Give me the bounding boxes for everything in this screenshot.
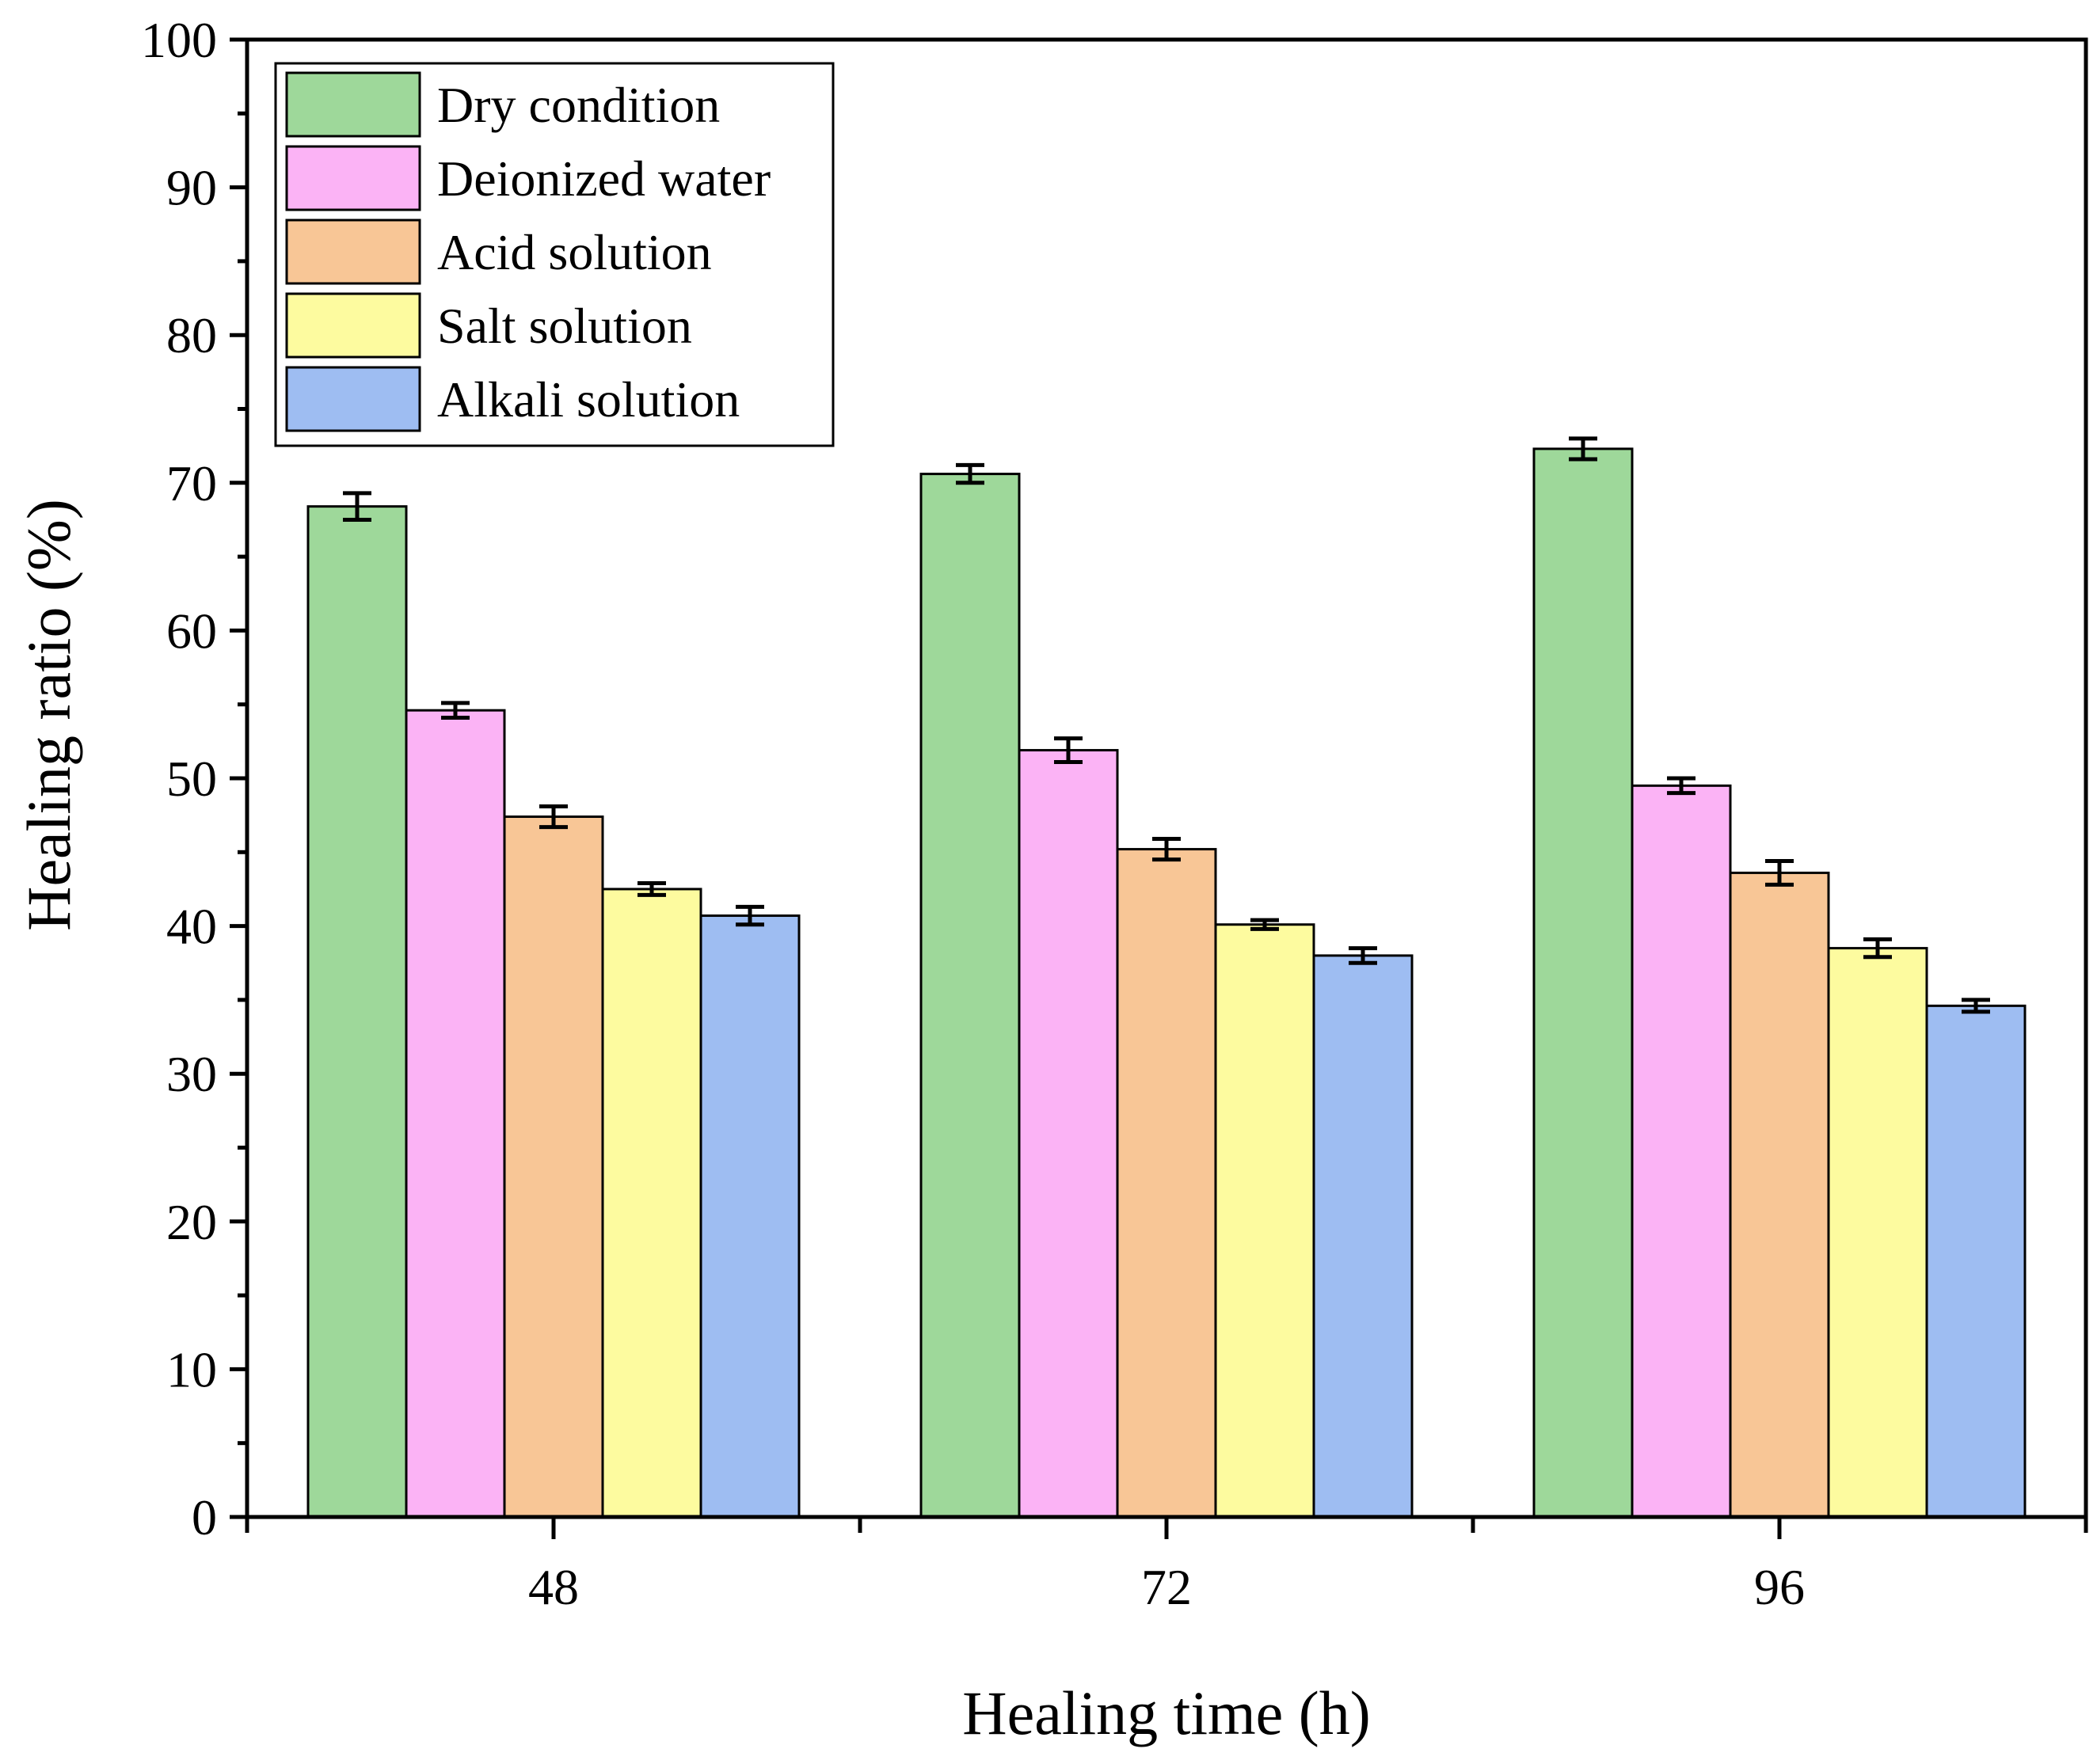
y-tick-label: 50 xyxy=(166,751,217,807)
y-axis-title: Healing ratio (%) xyxy=(14,499,83,931)
legend: Dry condition Deionized water Acid solutio… xyxy=(274,62,835,447)
legend-item-alkali-solution: Alkali solution xyxy=(285,366,740,432)
x-tick-label: 48 xyxy=(528,1559,579,1615)
legend-label: Deionized water xyxy=(437,150,771,207)
bar-alkali-solution-96 xyxy=(1925,1004,2027,1519)
error-bar-alkali-solution-72 xyxy=(1349,946,1377,965)
error-bar-dry-condition-96 xyxy=(1569,436,1597,462)
legend-item-dry-condition: Dry condition xyxy=(285,71,720,138)
bar-dry-condition-96 xyxy=(1532,447,1634,1519)
y-tick-label: 80 xyxy=(166,307,217,363)
x-axis-title: Healing time (h) xyxy=(962,1678,1371,1747)
bar-dry-condition-72 xyxy=(919,473,1021,1519)
y-tick-label: 90 xyxy=(166,160,217,216)
y-tick-label: 40 xyxy=(166,899,217,955)
error-bar-deionized-water-96 xyxy=(1667,776,1695,796)
error-bars-layer xyxy=(343,436,1990,1014)
x-tick-label: 72 xyxy=(1141,1559,1192,1615)
y-tick-label: 20 xyxy=(166,1194,217,1250)
legend-label: Dry condition xyxy=(437,77,720,133)
error-bar-acid-solution-72 xyxy=(1152,837,1181,862)
error-bar-deionized-water-72 xyxy=(1054,736,1083,764)
y-tick-label: 60 xyxy=(166,603,217,659)
legend-item-acid-solution: Acid solution xyxy=(285,219,712,285)
axes-layer: 0 10 20 30 40 50 60 70 80 90 100 48 72 96 xyxy=(141,12,2088,1615)
bar-salt-solution-72 xyxy=(1214,923,1315,1519)
legend-swatch xyxy=(285,292,421,359)
bar-acid-solution-48 xyxy=(503,815,604,1519)
legend-swatch xyxy=(285,219,421,285)
error-bar-acid-solution-48 xyxy=(539,804,568,830)
y-tick-label: 10 xyxy=(166,1341,217,1397)
bar-dry-condition-48 xyxy=(306,505,408,1519)
bar-alkali-solution-48 xyxy=(699,914,801,1519)
error-bar-salt-solution-96 xyxy=(1863,937,1892,960)
legend-label: Salt solution xyxy=(437,298,692,354)
error-bar-salt-solution-72 xyxy=(1250,918,1279,931)
legend-label: Acid solution xyxy=(437,224,712,280)
bar-alkali-solution-72 xyxy=(1312,954,1414,1519)
legend-swatch xyxy=(285,145,421,211)
error-bar-dry-condition-48 xyxy=(343,491,371,522)
error-bar-acid-solution-96 xyxy=(1765,858,1794,887)
bar-salt-solution-96 xyxy=(1827,947,1928,1519)
bar-deionized-water-72 xyxy=(1018,749,1119,1519)
legend-swatch xyxy=(285,71,421,138)
error-bar-alkali-solution-48 xyxy=(736,904,764,927)
error-bar-alkali-solution-96 xyxy=(1962,998,1990,1014)
y-tick-label: 100 xyxy=(141,12,217,68)
error-bar-salt-solution-48 xyxy=(637,880,666,897)
y-tick-label: 70 xyxy=(166,455,217,511)
y-tick-label: 30 xyxy=(166,1046,217,1102)
y-tick-label: 0 xyxy=(192,1489,217,1545)
bars-layer xyxy=(306,447,2027,1519)
bar-salt-solution-48 xyxy=(601,888,702,1519)
x-tick-label: 96 xyxy=(1754,1559,1805,1615)
legend-item-salt-solution: Salt solution xyxy=(285,292,692,359)
legend-label: Alkali solution xyxy=(437,371,740,428)
bar-deionized-water-48 xyxy=(405,709,506,1519)
bar-deionized-water-96 xyxy=(1631,784,1732,1519)
error-bar-dry-condition-72 xyxy=(956,462,984,485)
legend-item-deionized-water: Deionized water xyxy=(285,145,771,211)
error-bar-deionized-water-48 xyxy=(441,701,470,720)
bar-acid-solution-96 xyxy=(1729,871,1830,1519)
bar-acid-solution-72 xyxy=(1116,848,1217,1519)
legend-swatch xyxy=(285,366,421,432)
